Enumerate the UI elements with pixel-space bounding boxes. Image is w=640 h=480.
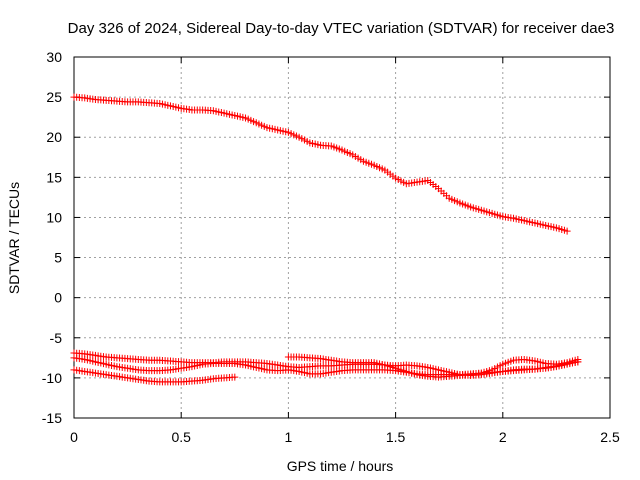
x-tick-label: 0.5 bbox=[171, 429, 191, 445]
series-high-track bbox=[70, 93, 571, 235]
grid bbox=[74, 57, 610, 418]
data-point bbox=[574, 355, 582, 363]
y-tick-label: -15 bbox=[42, 410, 62, 426]
y-tick-label: -10 bbox=[42, 370, 62, 386]
x-tick-label: 2.5 bbox=[600, 429, 620, 445]
x-tick-label: 1.5 bbox=[386, 429, 406, 445]
axes: 0 0.5 1 1.5 2 2.5 -15 -10 -5 0 5 10 15 20 25 30 bbox=[42, 49, 620, 445]
x-tick-label: 0 bbox=[70, 429, 78, 445]
x-tick-label: 2 bbox=[499, 429, 507, 445]
plot-frame bbox=[73, 56, 611, 419]
chart-title: Day 326 of 2024, Sidereal Day-to-day VTE… bbox=[68, 20, 615, 37]
data-point bbox=[563, 227, 571, 235]
y-tick-label: 30 bbox=[46, 49, 62, 65]
y-tick-label: 5 bbox=[54, 250, 62, 266]
y-tick-label: 20 bbox=[46, 129, 62, 145]
y-tick-label: 25 bbox=[46, 89, 62, 105]
x-axis-label: GPS time / hours bbox=[287, 458, 394, 474]
x-tick-label: 1 bbox=[285, 429, 293, 445]
y-axis-label: SDTVAR / TECUs bbox=[6, 182, 22, 294]
y-tick-label: 15 bbox=[46, 169, 62, 185]
y-tick-label: -5 bbox=[50, 330, 63, 346]
series-low-track-d bbox=[284, 353, 582, 381]
y-tick-label: 10 bbox=[46, 209, 62, 225]
data-points bbox=[70, 93, 582, 386]
data-point bbox=[231, 373, 239, 381]
series-low-track-c bbox=[70, 366, 239, 386]
y-tick-label: 0 bbox=[54, 290, 62, 306]
